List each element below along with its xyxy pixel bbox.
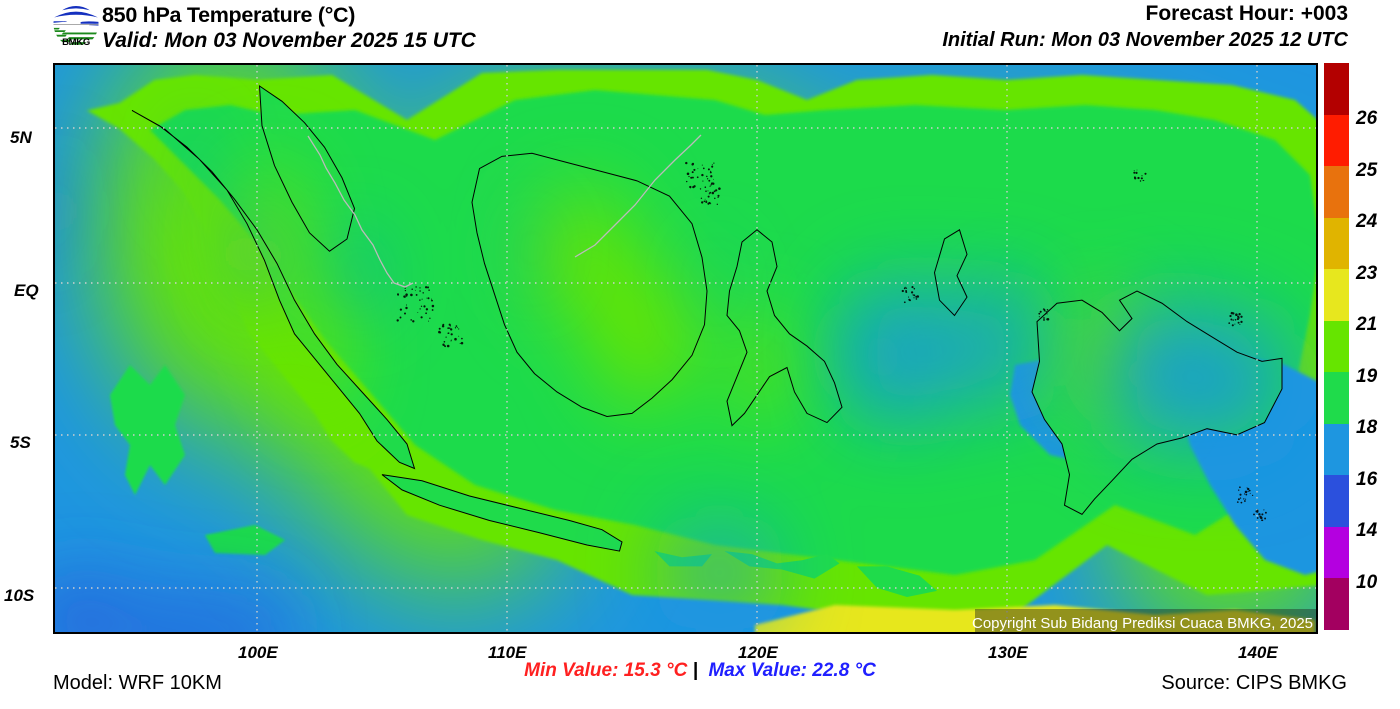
svg-text:Copyright Sub Bidang Prediksi: Copyright Sub Bidang Prediksi Cuaca BMKG… [972, 615, 1313, 632]
